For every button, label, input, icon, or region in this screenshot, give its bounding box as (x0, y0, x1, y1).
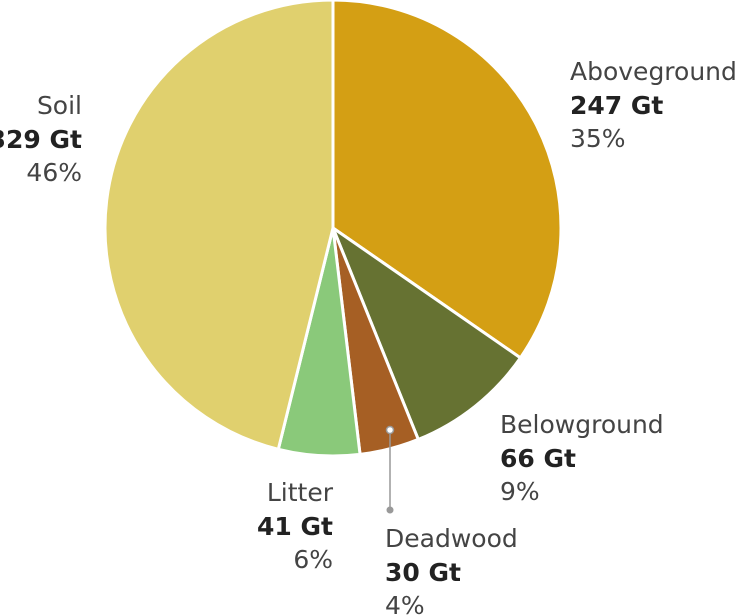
slice-label: Soil (37, 91, 82, 120)
share-label: 9% (500, 477, 540, 506)
slice-label: Belowground (500, 410, 664, 439)
slice-label: Aboveground (570, 57, 737, 86)
slice-label: Deadwood (385, 524, 518, 553)
leader-dot (385, 425, 395, 435)
value-label: 247 Gt (570, 91, 663, 120)
share-label: 4% (385, 591, 425, 616)
leader-dot (386, 506, 394, 514)
value-label: 66 Gt (500, 444, 576, 473)
share-label: 6% (293, 545, 333, 574)
share-label: 46% (26, 158, 82, 187)
share-label: 35% (570, 124, 626, 153)
value-label: 329 Gt (0, 125, 82, 154)
slice (331, 0, 563, 360)
slice (103, 0, 335, 452)
value-label: 41 Gt (257, 512, 333, 541)
slice-label: Litter (267, 478, 334, 507)
value-label: 30 Gt (385, 558, 461, 587)
slice (329, 223, 523, 442)
